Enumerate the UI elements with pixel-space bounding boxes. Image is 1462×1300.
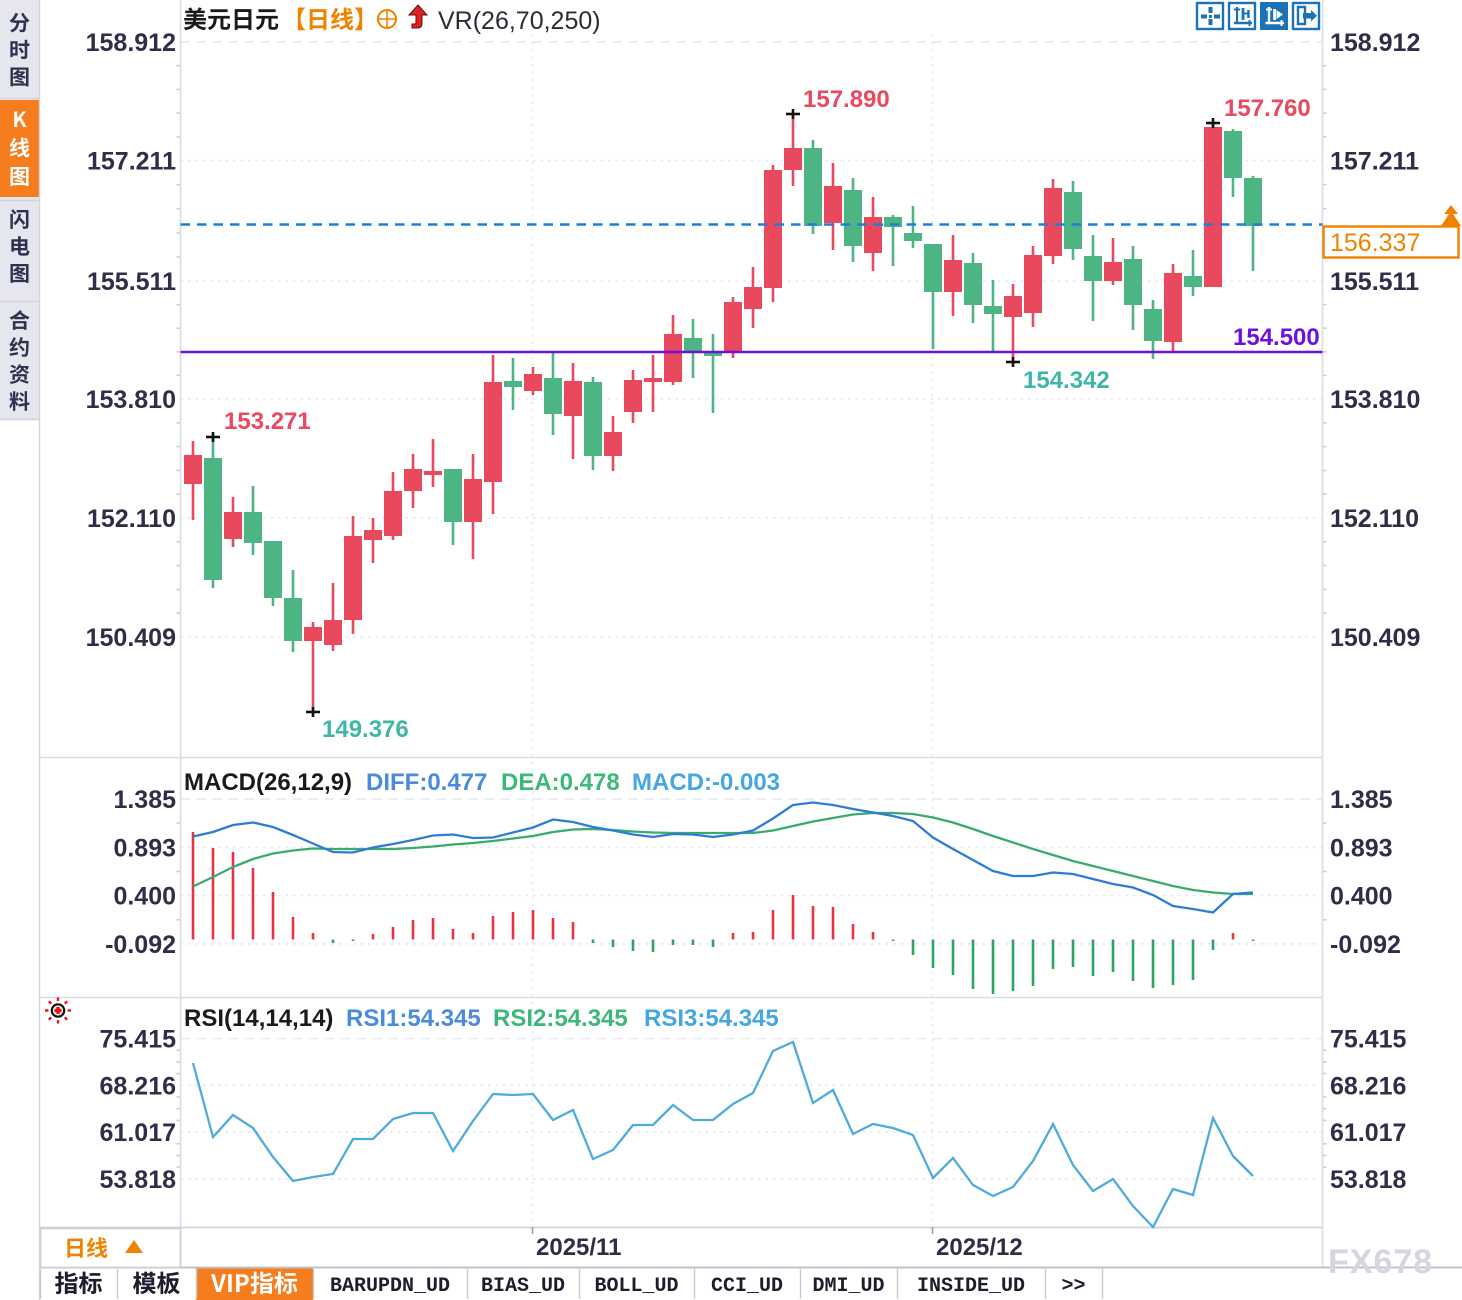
svg-text:154.342: 154.342 bbox=[1023, 367, 1110, 394]
svg-text:BOLL_UD: BOLL_UD bbox=[594, 1275, 678, 1298]
svg-text:>>: >> bbox=[1061, 1275, 1085, 1298]
svg-text:53.818: 53.818 bbox=[1330, 1166, 1407, 1194]
svg-text:-0.092: -0.092 bbox=[1330, 931, 1401, 959]
svg-text:157.211: 157.211 bbox=[1330, 148, 1419, 176]
svg-text:0.400: 0.400 bbox=[113, 883, 176, 911]
svg-text:BARUPDN_UD: BARUPDN_UD bbox=[330, 1275, 450, 1298]
svg-text:68.216: 68.216 bbox=[100, 1072, 176, 1100]
svg-text:153.810: 153.810 bbox=[1330, 386, 1420, 414]
svg-text:INSIDE_UD: INSIDE_UD bbox=[917, 1275, 1025, 1298]
svg-text:158.912: 158.912 bbox=[1330, 29, 1420, 57]
svg-text:DIFF:0.477: DIFF:0.477 bbox=[366, 769, 487, 796]
svg-text:DEA:0.478: DEA:0.478 bbox=[501, 769, 620, 796]
svg-text:75.415: 75.415 bbox=[1330, 1026, 1407, 1054]
svg-text:FX678: FX678 bbox=[1328, 1243, 1433, 1281]
svg-text:0.400: 0.400 bbox=[1330, 883, 1393, 911]
svg-text:68.216: 68.216 bbox=[1330, 1072, 1406, 1100]
svg-text:157.760: 157.760 bbox=[1224, 95, 1311, 122]
svg-text:149.376: 149.376 bbox=[322, 716, 409, 743]
svg-text:1.385: 1.385 bbox=[1330, 786, 1393, 814]
svg-text:RSI2:54.345: RSI2:54.345 bbox=[493, 1005, 628, 1032]
svg-text:DMI_UD: DMI_UD bbox=[812, 1275, 884, 1298]
svg-text:1.385: 1.385 bbox=[113, 786, 176, 814]
svg-text:MACD(26,12,9): MACD(26,12,9) bbox=[184, 769, 352, 796]
svg-text:61.017: 61.017 bbox=[100, 1119, 176, 1147]
svg-text:155.511: 155.511 bbox=[1330, 268, 1419, 296]
svg-text:155.511: 155.511 bbox=[87, 268, 176, 296]
svg-text:152.110: 152.110 bbox=[87, 505, 176, 533]
svg-text:RSI3:54.345: RSI3:54.345 bbox=[644, 1005, 779, 1032]
svg-text:157.890: 157.890 bbox=[803, 86, 890, 113]
svg-text:0.893: 0.893 bbox=[1330, 834, 1393, 862]
svg-text:RSI(14,14,14): RSI(14,14,14) bbox=[184, 1005, 333, 1032]
svg-text:MACD:-0.003: MACD:-0.003 bbox=[632, 769, 780, 796]
svg-text:152.110: 152.110 bbox=[1330, 505, 1419, 533]
svg-text:2025/11: 2025/11 bbox=[536, 1234, 621, 1261]
svg-text:CCI_UD: CCI_UD bbox=[711, 1275, 783, 1298]
svg-text:153.271: 153.271 bbox=[224, 408, 311, 435]
svg-text:75.415: 75.415 bbox=[100, 1026, 177, 1054]
svg-text:153.810: 153.810 bbox=[86, 386, 176, 414]
svg-text:2025/12: 2025/12 bbox=[936, 1234, 1023, 1261]
svg-text:156.337: 156.337 bbox=[1330, 229, 1420, 257]
svg-text:-0.092: -0.092 bbox=[105, 931, 176, 959]
svg-text:150.409: 150.409 bbox=[1330, 624, 1420, 652]
svg-text:RSI1:54.345: RSI1:54.345 bbox=[346, 1005, 481, 1032]
svg-text:BIAS_UD: BIAS_UD bbox=[481, 1275, 565, 1298]
svg-text:154.500: 154.500 bbox=[1233, 324, 1320, 351]
svg-text:53.818: 53.818 bbox=[100, 1166, 177, 1194]
svg-text:150.409: 150.409 bbox=[86, 624, 176, 652]
svg-text:157.211: 157.211 bbox=[87, 148, 176, 176]
svg-text:61.017: 61.017 bbox=[1330, 1119, 1406, 1147]
svg-text:0.893: 0.893 bbox=[113, 834, 176, 862]
svg-text:VR(26,70,250): VR(26,70,250) bbox=[438, 7, 601, 35]
svg-text:158.912: 158.912 bbox=[86, 29, 176, 57]
